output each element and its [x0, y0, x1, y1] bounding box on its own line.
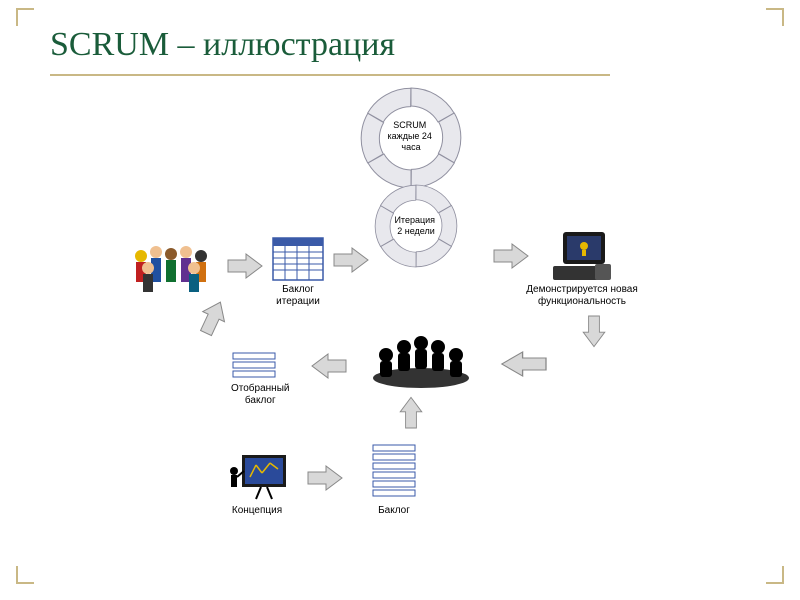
title-underline	[50, 74, 610, 76]
arrow-icon	[196, 297, 231, 338]
corner-br	[766, 566, 784, 584]
arrow-icon	[308, 466, 342, 490]
arrow-icon	[228, 254, 262, 278]
arrow-icon	[400, 397, 422, 428]
ring-icon: Итерация 2 недели	[361, 176, 471, 276]
list-icon	[231, 351, 277, 381]
meeting-icon	[366, 333, 476, 393]
corner-bl	[16, 566, 34, 584]
iteration-cycle: Итерация 2 недели	[361, 176, 471, 276]
demo-label: Демонстрируется новая функциональность	[507, 284, 657, 308]
list-icon	[371, 443, 417, 503]
arrow-icon	[502, 352, 546, 376]
backlog-label: Баклог	[371, 505, 417, 517]
backlog: Баклог	[371, 443, 417, 517]
slide-frame: SCRUM – иллюстрация SCRUM каждые	[16, 8, 784, 584]
selected-backlog: Отобранный баклог	[231, 351, 289, 407]
arrow-icon	[494, 244, 528, 268]
window-icon	[271, 236, 325, 282]
computer-icon	[551, 230, 613, 282]
iteration-backlog: Баклог итерации	[271, 236, 325, 308]
selected-backlog-label: Отобранный баклог	[231, 383, 289, 407]
presenter-icon	[226, 453, 288, 503]
demo-computer: Демонстрируется новая функциональность	[551, 230, 657, 308]
corner-tl	[16, 8, 34, 26]
corner-tr	[766, 8, 784, 26]
scrum-diagram: SCRUM каждые 24 часа	[196, 108, 706, 578]
concept-label: Концепция	[226, 505, 288, 517]
page-title: SCRUM – иллюстрация	[50, 26, 395, 64]
iteration-backlog-label: Баклог итерации	[271, 284, 325, 308]
arrow-icon	[583, 316, 605, 347]
cycle-text-2: Итерация 2 недели	[394, 215, 437, 236]
team-cluster	[126, 238, 221, 298]
arrow-icon	[312, 354, 346, 378]
concept: Концепция	[226, 453, 288, 517]
meeting	[366, 333, 476, 393]
people-icon	[126, 238, 221, 298]
cycle-text-1: SCRUM каждые 24 часа	[388, 120, 435, 152]
